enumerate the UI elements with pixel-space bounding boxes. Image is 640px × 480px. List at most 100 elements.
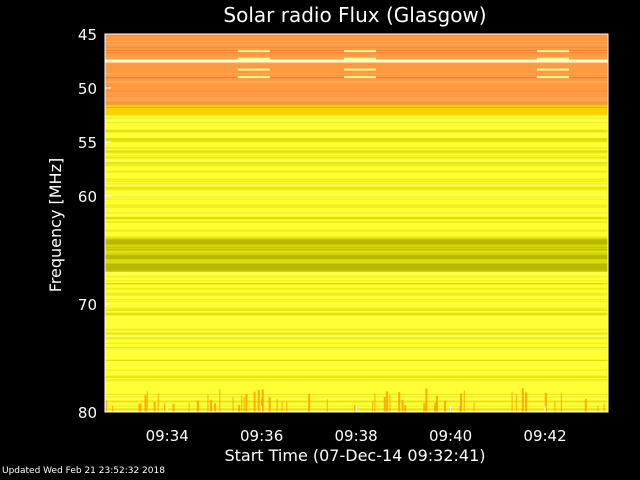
flux-texture-line (105, 170, 608, 173)
burst-line (554, 401, 556, 412)
flux-texture-line (105, 287, 608, 290)
flux-texture-line (105, 344, 608, 346)
flux-texture-line (105, 157, 608, 159)
flux-band-6 (105, 271, 608, 412)
sweep-line (105, 59, 608, 63)
x-tick-label: 09:36 (240, 427, 283, 445)
flux-texture-line (105, 117, 608, 119)
burst-line (389, 395, 391, 412)
burst-line (245, 394, 248, 412)
flux-texture-line (105, 237, 608, 240)
flux-texture-line (105, 315, 608, 317)
burst-line (105, 400, 107, 412)
flux-texture-line (105, 276, 608, 278)
burst-line (146, 391, 148, 412)
x-ticks: 09:34 09:36 09:38 09:40 09:42 (146, 406, 567, 445)
flux-texture-line (105, 292, 608, 295)
burst-line (232, 397, 234, 412)
flux-texture-line (105, 380, 608, 382)
burst-line (560, 393, 562, 412)
burst-line (210, 399, 213, 412)
burst-block-1 (344, 50, 377, 79)
burst-line (164, 402, 166, 412)
burst-line (423, 403, 426, 412)
flux-texture-line (105, 326, 608, 328)
flux-texture-line (105, 329, 608, 331)
burst-line (157, 393, 159, 412)
flux-texture-line (105, 97, 608, 99)
flux-texture-line (105, 328, 608, 330)
flux-texture-line (105, 204, 608, 207)
flux-texture-line (105, 130, 608, 132)
flux-texture-line (105, 212, 608, 214)
flux-texture-line (105, 396, 608, 398)
flux-texture-line (105, 180, 608, 182)
flux-texture-line (105, 375, 608, 377)
flux-texture-line (105, 217, 608, 220)
flux-texture-line (105, 140, 608, 142)
flux-texture-line (105, 283, 608, 285)
y-ticks: 45 50 55 60 70 80 (78, 26, 111, 422)
flux-texture-line (105, 400, 608, 403)
burst-line (436, 395, 439, 412)
burst-line (138, 403, 141, 412)
flux-texture-line (105, 206, 608, 208)
flux-texture-line (105, 194, 608, 197)
burst-line (112, 405, 114, 412)
chart-title: Solar radio Flux (Glasgow) (223, 3, 486, 27)
flux-texture-line (105, 245, 608, 248)
burst-line (144, 395, 147, 412)
flux-texture-line (105, 183, 608, 185)
burst-line (525, 392, 528, 412)
flux-texture-line (105, 150, 608, 153)
flux-band-0 (105, 34, 608, 51)
burst-line (257, 390, 260, 412)
burst-line (243, 397, 245, 412)
y-tick-label: 70 (78, 296, 97, 314)
burst-line (398, 392, 401, 412)
flux-band-5 (105, 239, 608, 272)
flux-texture-line (105, 147, 608, 149)
flux-texture-line (105, 376, 608, 378)
plot-area (104, 33, 609, 413)
burst-line (268, 396, 271, 412)
burst-line (276, 399, 278, 412)
burst-line (207, 394, 209, 412)
flux-texture-line (105, 131, 608, 133)
flux-texture-line (105, 300, 608, 302)
flux-texture-line (105, 151, 608, 154)
burst-line (261, 398, 264, 412)
burst-line (374, 393, 376, 412)
flux-texture-line (105, 252, 608, 255)
flux-texture-line (105, 178, 608, 181)
burst-line (515, 393, 517, 412)
flux-texture-line (105, 382, 608, 384)
burst-line (401, 400, 404, 412)
flux-texture-line (105, 247, 608, 249)
flux-texture-line (105, 294, 608, 296)
burst-line (597, 405, 599, 412)
flux-band-4 (105, 115, 608, 240)
burst-line (372, 401, 374, 412)
flux-texture-line (105, 398, 608, 400)
flux-texture-line (105, 342, 608, 344)
flux-texture-line (105, 253, 608, 256)
y-tick-label: 60 (78, 188, 97, 206)
x-tick-label: 09:40 (429, 427, 472, 445)
y-tick-label: 80 (78, 404, 97, 422)
burst-line (153, 402, 156, 412)
burst-line (196, 400, 199, 412)
flux-texture-line (105, 138, 608, 140)
flux-texture-line (105, 190, 608, 192)
flux-texture-line (105, 334, 608, 337)
flux-texture-line (105, 270, 608, 272)
flux-texture-line (105, 260, 608, 263)
flux-texture-line (105, 347, 608, 349)
flux-texture-line (105, 393, 608, 395)
flux-texture-line (105, 250, 608, 252)
x-tick-label: 09:42 (523, 427, 566, 445)
burst-line (584, 398, 587, 412)
flux-texture-line (105, 309, 608, 311)
flux-texture-line (105, 107, 608, 109)
